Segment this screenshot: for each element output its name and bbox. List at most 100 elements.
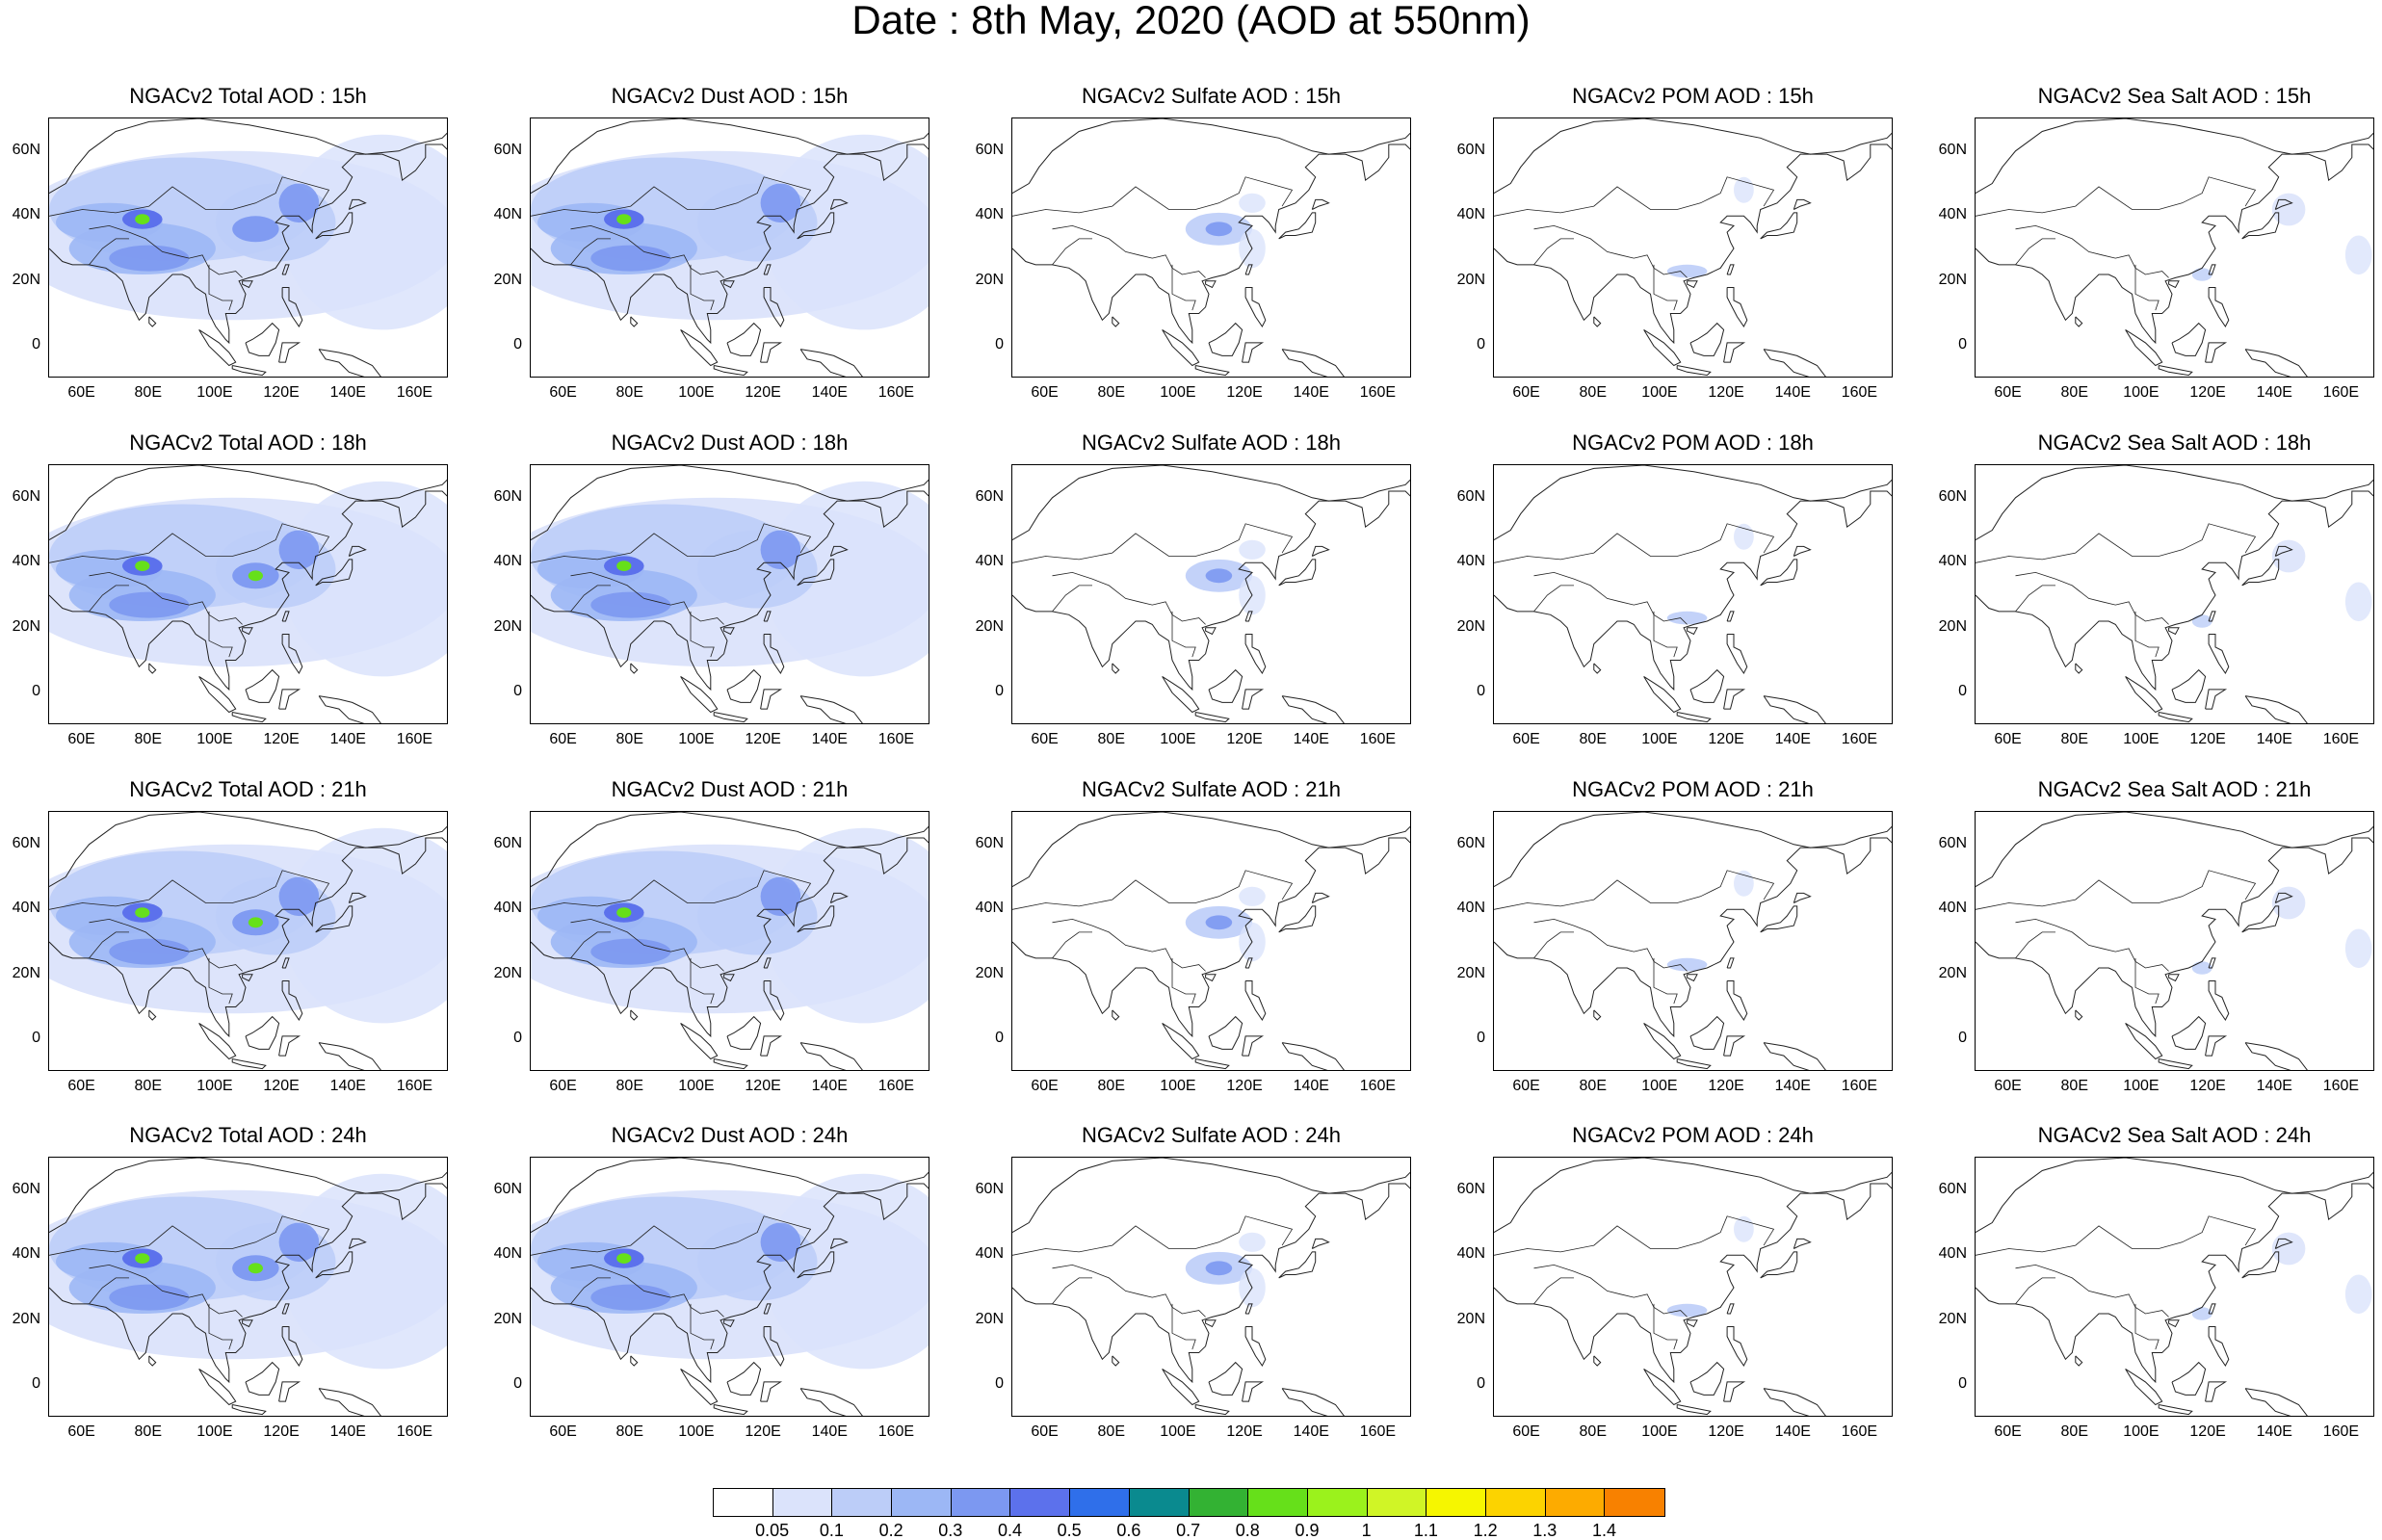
lon-tick-label: 140E xyxy=(811,1423,848,1440)
lat-tick-label: 60N xyxy=(1938,834,1967,851)
lat-tick-label: 20N xyxy=(975,964,1004,981)
lat-tick-label: 20N xyxy=(493,271,522,288)
lon-tick-label: 140E xyxy=(329,731,366,747)
map-plot-area xyxy=(1975,1157,2374,1417)
lat-tick-label: 40N xyxy=(1938,206,1967,223)
lat-tick-label: 0 xyxy=(513,336,522,353)
lon-tick-label: 60E xyxy=(1031,384,1059,401)
colorbar-label: 1.1 xyxy=(1413,1521,1438,1540)
lon-tick-label: 100E xyxy=(2123,1078,2160,1094)
lat-tick-label: 60N xyxy=(12,1180,40,1197)
coastlines xyxy=(1012,118,1410,377)
lat-tick-label: 60N xyxy=(493,1180,522,1197)
aod-shading xyxy=(2191,1232,2372,1320)
lon-tick-label: 120E xyxy=(2189,1423,2226,1440)
lat-tick-label: 40N xyxy=(1456,900,1485,917)
lon-tick-label: 100E xyxy=(678,1078,715,1094)
colorbar-swatch xyxy=(1010,1489,1071,1516)
colorbar-label: 0.6 xyxy=(1116,1521,1141,1540)
lat-tick-label: 60N xyxy=(1456,834,1485,851)
lon-tick-label: 80E xyxy=(1579,384,1607,401)
lon-tick-label: 80E xyxy=(615,1423,643,1440)
colorbar-swatch xyxy=(1545,1489,1606,1516)
colorbar-label: 0.7 xyxy=(1176,1521,1201,1540)
lon-tick-label: 140E xyxy=(329,384,366,401)
lat-tick-label: 0 xyxy=(1477,336,1485,353)
map-plot-area xyxy=(530,464,929,724)
lat-tick-label: 0 xyxy=(995,683,1004,700)
colorbar-label: 0.05 xyxy=(755,1521,790,1540)
lat-tick-label: 60N xyxy=(1938,487,1967,505)
lat-tick-label: 20N xyxy=(1456,1310,1485,1327)
lon-tick-label: 120E xyxy=(745,384,781,401)
map-plot-area xyxy=(530,117,929,378)
aod-shading xyxy=(1666,1215,1754,1318)
lat-tick-label: 20N xyxy=(1938,964,1967,981)
lon-tick-label: 140E xyxy=(2256,1423,2292,1440)
lon-tick-label: 60E xyxy=(549,1078,577,1094)
aod-shading xyxy=(531,1173,929,1370)
lon-tick-label: 60E xyxy=(1512,1078,1540,1094)
lon-tick-label: 100E xyxy=(1641,384,1678,401)
lat-tick-label: 0 xyxy=(32,683,40,700)
lon-tick-label: 140E xyxy=(811,731,848,747)
map-plot-area xyxy=(1011,811,1411,1071)
lat-tick-label: 20N xyxy=(12,271,40,288)
colorbar-label: 0.5 xyxy=(1057,1521,1082,1540)
lat-tick-label: 40N xyxy=(975,553,1004,570)
lat-tick-label: 60N xyxy=(975,141,1004,158)
lon-tick-label: 100E xyxy=(678,384,715,401)
lon-tick-label: 60E xyxy=(67,384,95,401)
panel-title: NGACv2 Sulfate AOD : 24h xyxy=(1081,1123,1342,1147)
lat-tick-label: 0 xyxy=(1477,683,1485,700)
colorbar-swatch xyxy=(772,1489,833,1516)
lat-tick-label: 40N xyxy=(1456,206,1485,223)
coastlines xyxy=(531,465,929,723)
coastlines xyxy=(49,465,447,723)
panel-title: NGACv2 Sea Salt AOD : 18h xyxy=(2037,431,2312,455)
colorbar-label: 0.8 xyxy=(1235,1521,1260,1540)
lat-tick-label: 0 xyxy=(995,1375,1004,1393)
map-panel: NGACv2 POM AOD : 15h 60N 40N 20N 0 60E 80E 100E… xyxy=(1445,85,1893,403)
colorbar-label: 1.3 xyxy=(1532,1521,1557,1540)
coastlines xyxy=(49,1158,447,1416)
aod-map xyxy=(1494,812,1892,1070)
coastlines xyxy=(1494,118,1892,377)
lon-tick-label: 80E xyxy=(1579,1078,1607,1094)
lat-tick-label: 40N xyxy=(1456,1245,1485,1263)
lon-tick-label: 100E xyxy=(678,1423,715,1440)
lon-tick-label: 120E xyxy=(1708,384,1744,401)
lat-tick-label: 60N xyxy=(493,834,522,851)
lon-tick-label: 80E xyxy=(134,731,162,747)
aod-shading xyxy=(49,827,447,1024)
panel-title: NGACv2 Sulfate AOD : 18h xyxy=(1081,431,1342,455)
lon-tick-label: 60E xyxy=(67,1423,95,1440)
lon-tick-label: 60E xyxy=(549,731,577,747)
aod-shading xyxy=(531,481,929,677)
map-plot-area xyxy=(48,464,448,724)
colorbar-swatch xyxy=(1070,1489,1130,1516)
lon-tick-label: 120E xyxy=(2189,384,2226,401)
lat-tick-label: 60N xyxy=(1938,141,1967,158)
aod-shading xyxy=(531,134,929,330)
lat-tick-label: 40N xyxy=(975,206,1004,223)
lon-tick-label: 140E xyxy=(811,384,848,401)
lat-tick-label: 60N xyxy=(975,834,1004,851)
lat-tick-label: 0 xyxy=(1477,1030,1485,1047)
lon-tick-label: 80E xyxy=(2060,384,2088,401)
map-panel: NGACv2 POM AOD : 24h 60N 40N 20N 0 60E 80E 100E… xyxy=(1445,1124,1893,1442)
aod-map xyxy=(531,1158,929,1416)
map-plot-area xyxy=(1493,1157,1893,1417)
lon-tick-label: 160E xyxy=(877,384,915,401)
coastlines xyxy=(49,118,447,377)
aod-map xyxy=(1976,812,2373,1070)
lat-tick-label: 0 xyxy=(1477,1375,1485,1393)
lon-tick-label: 100E xyxy=(2123,1423,2160,1440)
aod-shading xyxy=(49,134,447,330)
lon-tick-label: 100E xyxy=(1160,731,1196,747)
aod-map xyxy=(1012,1158,1410,1416)
map-plot-area xyxy=(1493,811,1893,1071)
map-plot-area xyxy=(1011,1157,1411,1417)
colorbar-swatch xyxy=(1248,1489,1308,1516)
